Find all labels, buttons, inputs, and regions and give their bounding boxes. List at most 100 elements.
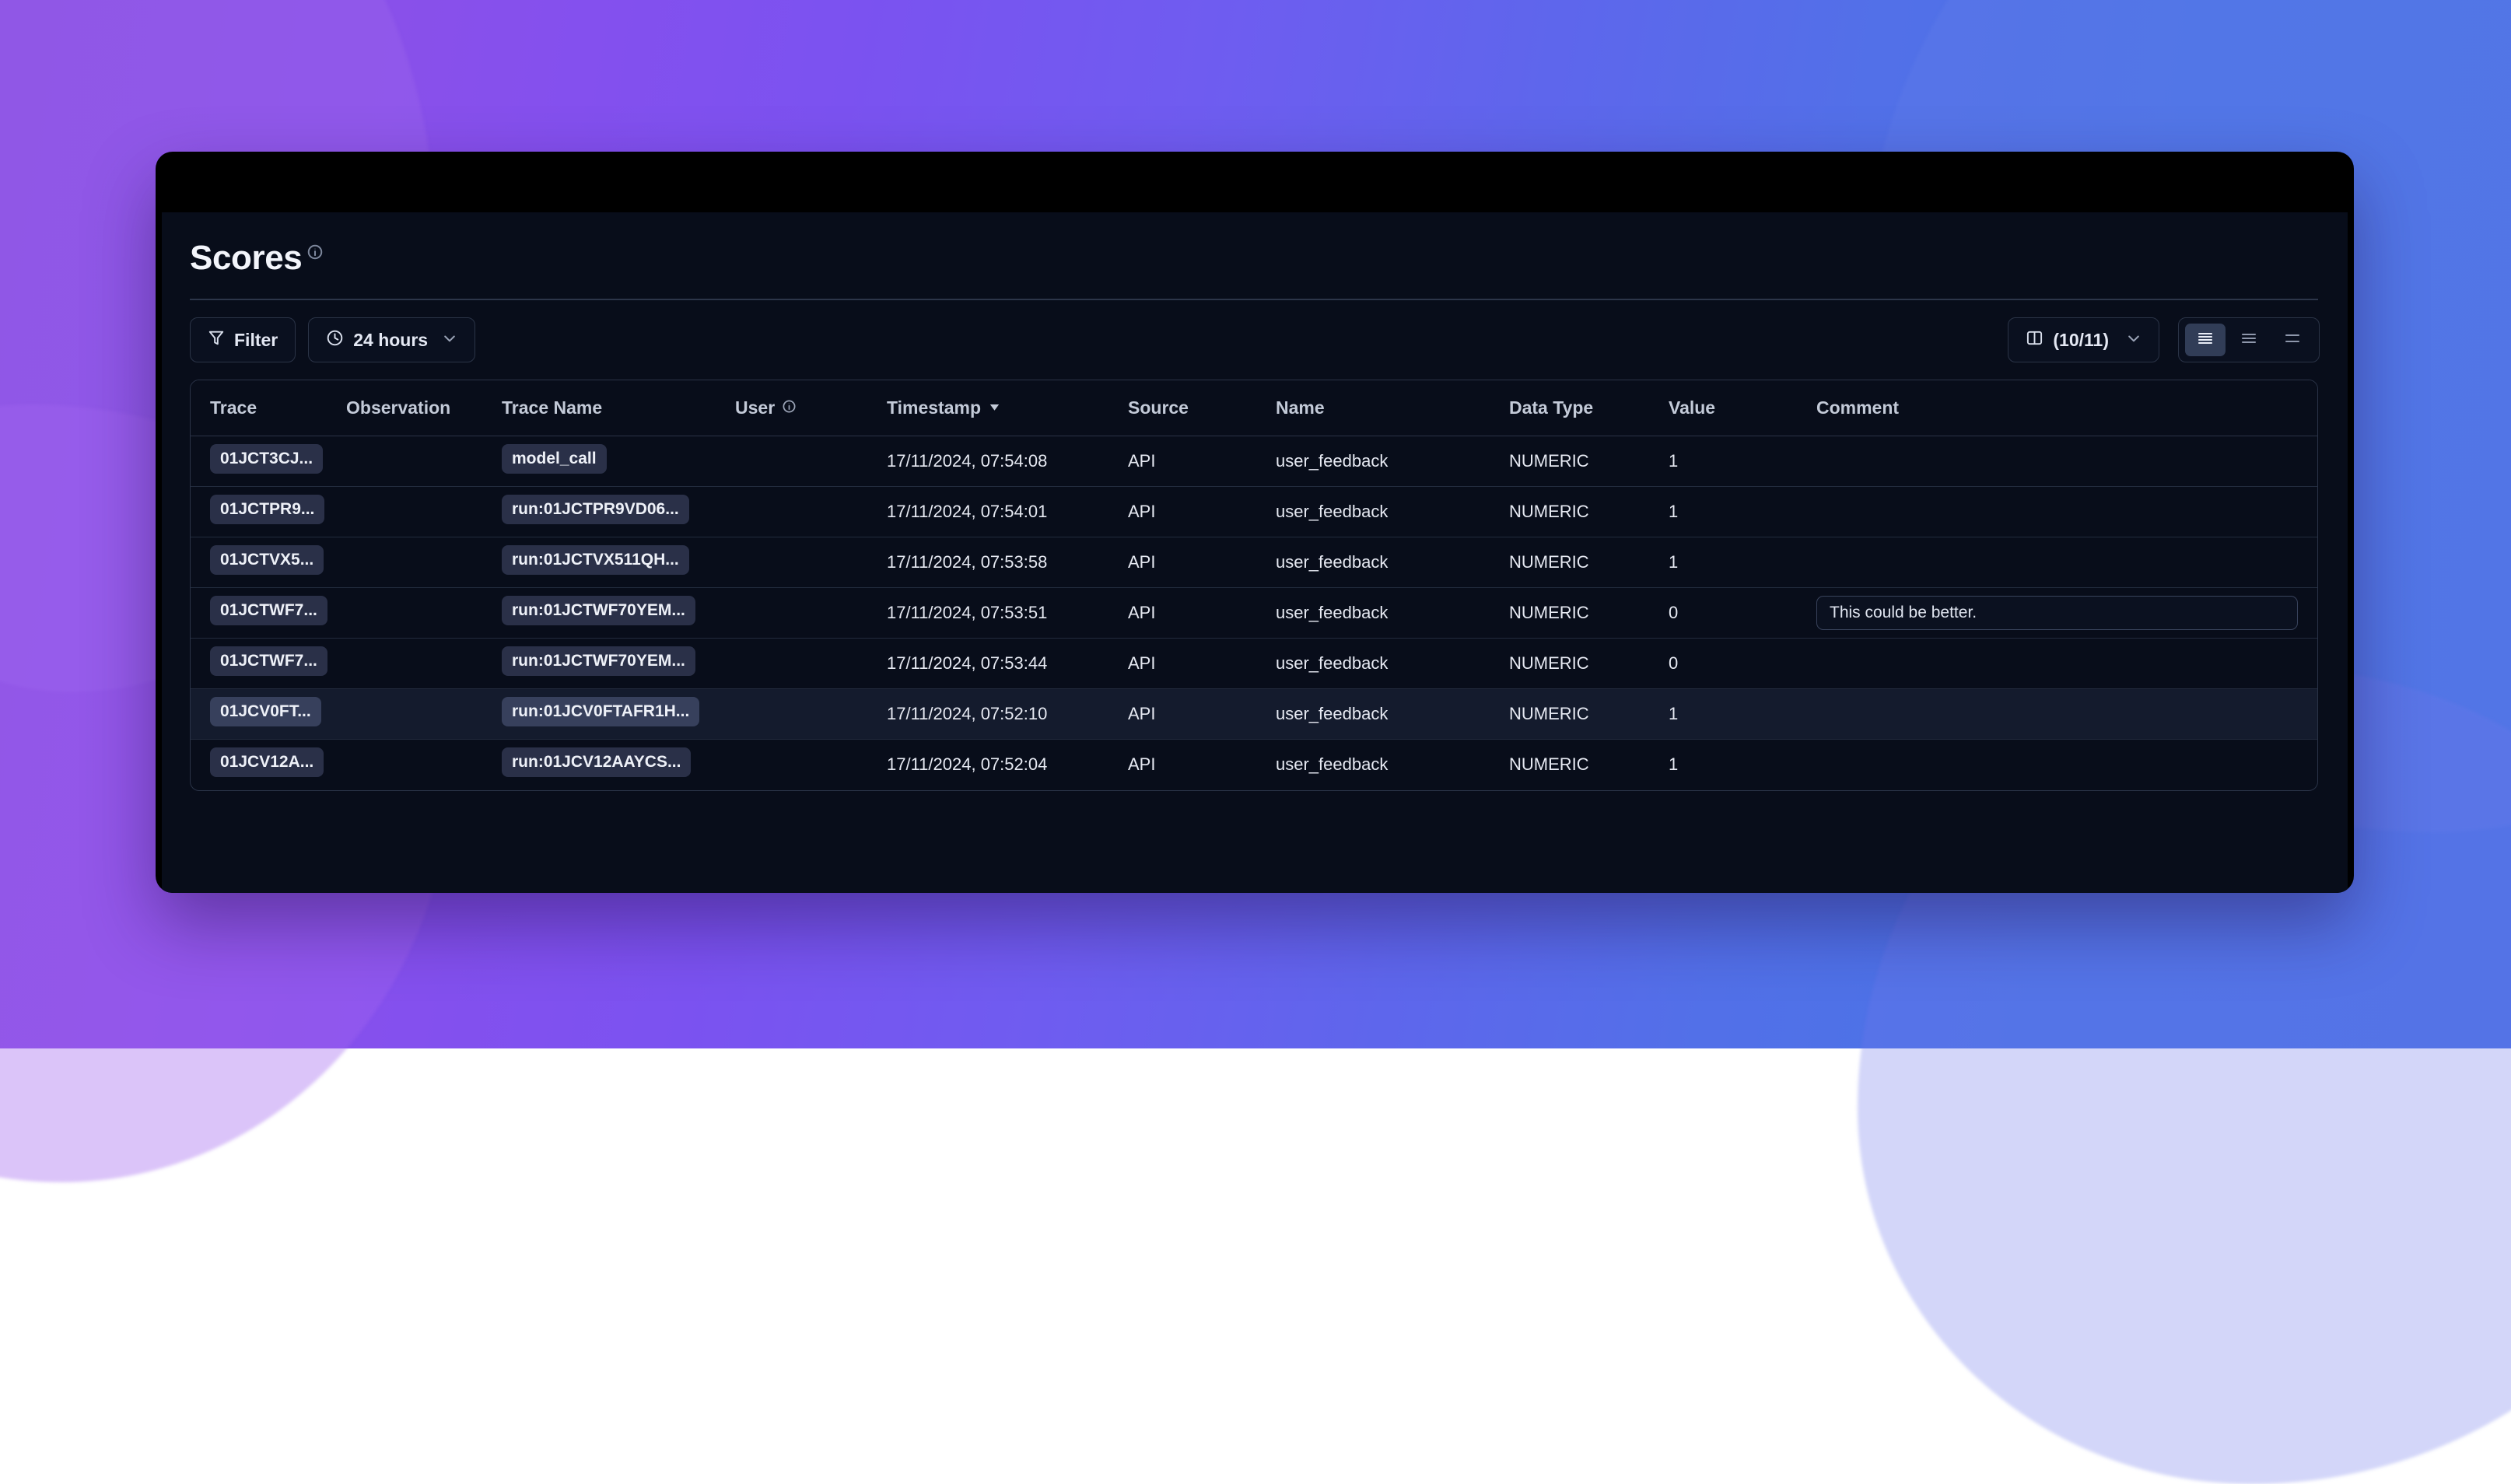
table-body: 01JCT3CJ... model_call 17/11/2024, 07:54:0… — [191, 436, 2317, 790]
cell-timestamp: 17/11/2024, 07:53:58 — [887, 537, 1128, 588]
column-header-observation[interactable]: Observation — [346, 380, 502, 436]
table-row[interactable]: 01JCTPR9...run:01JCTPR9VD06...17/11/2024… — [191, 487, 2317, 537]
cell-name: user_feedback — [1276, 689, 1509, 740]
trace-id-chip[interactable]: 01JCTWF7... — [210, 596, 327, 625]
rows-medium-icon — [2240, 329, 2258, 352]
trace-name-chip[interactable]: run:01JCTWF70YEM... — [502, 646, 695, 676]
rows-medium-icon-button[interactable] — [2229, 324, 2269, 356]
column-header-observation-label: Observation — [346, 397, 450, 418]
trace-name-chip[interactable]: run:01JCTVX511QH... — [502, 545, 689, 575]
info-icon[interactable] — [306, 243, 324, 264]
table-row[interactable]: 01JCV12A... run:01JCV12AAYCS... 17/11/2024… — [191, 740, 2317, 790]
score-value: 1 — [1669, 754, 1678, 774]
cell-observation — [346, 689, 502, 740]
trace-name-chip[interactable]: run:01JCV0FTAFR1H... — [502, 697, 699, 726]
cell-data-type: NUMERIC — [1509, 740, 1669, 790]
filter-icon — [208, 329, 225, 351]
column-header-timestamp[interactable]: Timestamp — [887, 380, 1128, 436]
table-row[interactable]: 01JCT3CJ... model_call 17/11/2024, 07:54:0… — [191, 436, 2317, 487]
cell-value: 1 — [1669, 689, 1816, 740]
cell-data-type: NUMERIC — [1509, 588, 1669, 639]
cell-observation — [346, 487, 502, 537]
cell-user — [735, 689, 887, 740]
trace-name-chip[interactable]: run:01JCTWF70YEM... — [502, 596, 695, 625]
trace-id-chip[interactable]: 01JCTVX5... — [210, 545, 324, 575]
trace-name-chip[interactable]: model_call — [502, 444, 607, 474]
chevron-down-icon — [2126, 330, 2142, 351]
trace-id-chip[interactable]: 01JCV12A... — [210, 747, 324, 777]
sort-desc-icon[interactable] — [988, 397, 1001, 418]
column-header-trace-label: Trace — [210, 397, 257, 418]
cell-source: API — [1128, 689, 1276, 740]
column-header-comment[interactable]: Comment — [1816, 380, 2317, 436]
trace-id-chip[interactable]: 01JCTWF7... — [210, 646, 327, 676]
column-header-data-type[interactable]: Data Type — [1509, 380, 1669, 436]
cell-comment — [1816, 487, 2317, 537]
trace-name-chip[interactable]: run:01JCTPR9VD06... — [502, 495, 689, 524]
table-row[interactable]: 01JCTWF7... run:01JCTWF70YEM... 17/11/2024… — [191, 639, 2317, 689]
table-header-row: Trace Observation Trace Name User — [191, 380, 2317, 436]
table-row[interactable]: 01JCTVX5... run:01JCTVX511QH... 17/11/2024… — [191, 537, 2317, 588]
cell-timestamp: 17/11/2024, 07:54:08 — [887, 436, 1128, 487]
cell-trace: 01JCV0FT... — [191, 689, 346, 740]
cell-observation — [346, 588, 502, 639]
page-title: Scores — [190, 240, 302, 276]
page-title-row: Scores — [190, 240, 2320, 276]
rows-tall-icon-button[interactable] — [2185, 324, 2226, 356]
cell-trace: 01JCTWF7... — [191, 639, 346, 689]
trace-name-chip[interactable]: run:01JCV12AAYCS... — [502, 747, 691, 777]
cell-trace-name: run:01JCV0FTAFR1H... — [502, 689, 735, 740]
app-window-frame: Scores — [156, 152, 2354, 893]
columns-icon — [2026, 329, 2043, 352]
cell-source: API — [1128, 639, 1276, 689]
table-row[interactable]: 01JCV0FT...run:01JCV0FTAFR1H...17/11/202… — [191, 689, 2317, 740]
score-value: 0 — [1669, 603, 1678, 622]
column-header-user[interactable]: User — [735, 380, 887, 436]
filter-button[interactable]: Filter — [190, 317, 296, 362]
cell-user — [735, 639, 887, 689]
cell-observation — [346, 740, 502, 790]
cell-comment — [1816, 639, 2317, 689]
score-value: 1 — [1669, 451, 1678, 471]
cell-trace-name: run:01JCV12AAYCS... — [502, 740, 735, 790]
column-header-name-label: Name — [1276, 397, 1325, 418]
cell-value: 1 — [1669, 537, 1816, 588]
trace-id-chip[interactable]: 01JCT3CJ... — [210, 444, 323, 474]
info-icon[interactable] — [782, 397, 797, 418]
cell-comment — [1816, 689, 2317, 740]
cell-data-type: NUMERIC — [1509, 689, 1669, 740]
cell-data-type: NUMERIC — [1509, 639, 1669, 689]
cell-trace: 01JCTVX5... — [191, 537, 346, 588]
cell-user — [735, 537, 887, 588]
cell-comment — [1816, 436, 2317, 487]
cell-trace-name: run:01JCTPR9VD06... — [502, 487, 735, 537]
cell-value: 0 — [1669, 639, 1816, 689]
column-header-source[interactable]: Source — [1128, 380, 1276, 436]
clock-icon — [326, 329, 344, 352]
columns-selector-button[interactable]: (10/11) — [2008, 317, 2159, 362]
toolbar-left-group: Filter 24 hours — [190, 317, 475, 362]
time-range-button[interactable]: 24 hours — [308, 317, 475, 362]
page-header: Scores — [162, 212, 2348, 300]
trace-id-chip[interactable]: 01JCV0FT... — [210, 697, 321, 726]
cell-name: user_feedback — [1276, 436, 1509, 487]
comment-box[interactable]: This could be better. — [1816, 596, 2298, 630]
column-header-value[interactable]: Value — [1669, 380, 1816, 436]
column-header-name[interactable]: Name — [1276, 380, 1509, 436]
rows-compact-icon-button[interactable] — [2272, 324, 2313, 356]
cell-trace-name: run:01JCTWF70YEM... — [502, 588, 735, 639]
cell-trace: 01JCV12A... — [191, 740, 346, 790]
row-height-toggle-group — [2178, 317, 2320, 362]
cell-timestamp: 17/11/2024, 07:52:04 — [887, 740, 1128, 790]
cell-observation — [346, 639, 502, 689]
table-header: Trace Observation Trace Name User — [191, 380, 2317, 436]
column-header-trace[interactable]: Trace — [191, 380, 346, 436]
column-header-timestamp-label: Timestamp — [887, 397, 981, 418]
table-row[interactable]: 01JCTWF7...run:01JCTWF70YEM...17/11/2024… — [191, 588, 2317, 639]
cell-value: 0 — [1669, 588, 1816, 639]
trace-id-chip[interactable]: 01JCTPR9... — [210, 495, 324, 524]
cell-data-type: NUMERIC — [1509, 436, 1669, 487]
cell-timestamp: 17/11/2024, 07:53:44 — [887, 639, 1128, 689]
cell-data-type: NUMERIC — [1509, 487, 1669, 537]
column-header-trace-name[interactable]: Trace Name — [502, 380, 735, 436]
